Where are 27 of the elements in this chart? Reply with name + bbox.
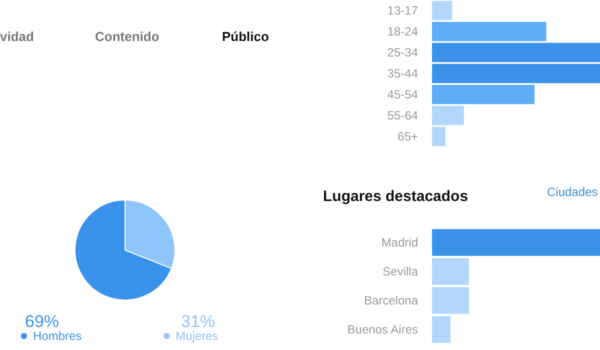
text: Ciudades: [547, 185, 598, 199]
bar: [432, 106, 464, 126]
y-tick-label: Buenos Aires: [347, 322, 418, 336]
bar: [432, 84, 534, 104]
y-tick-label: 45-54: [387, 88, 418, 102]
bar: [432, 0, 452, 20]
y-tick-label: Barcelona: [364, 294, 418, 308]
data-label: 31%: [180, 312, 216, 331]
y-tick-label: 65+: [398, 130, 418, 144]
chart-title: Lugares destacados: [323, 188, 468, 205]
legend-label: Hombres: [33, 329, 82, 343]
text: vidad: [0, 29, 34, 44]
bar: [432, 22, 546, 42]
y-tick-label: 13-17: [387, 4, 418, 18]
data-label: 69%: [24, 312, 60, 331]
y-tick-label: 18-24: [387, 24, 418, 38]
y-tick-label: Sevilla: [382, 264, 418, 278]
y-tick-label: Madrid: [381, 236, 418, 250]
bar: [432, 64, 600, 84]
y-tick-label: 35-44: [387, 66, 418, 80]
text: Contenido: [95, 29, 160, 44]
bar: [432, 126, 446, 146]
y-tick-label: 25-34: [387, 46, 418, 60]
bar: [432, 42, 600, 62]
y-tick-label: 55-64: [387, 108, 418, 122]
text: Público: [222, 29, 269, 44]
legend-label: Mujeres: [176, 329, 218, 343]
